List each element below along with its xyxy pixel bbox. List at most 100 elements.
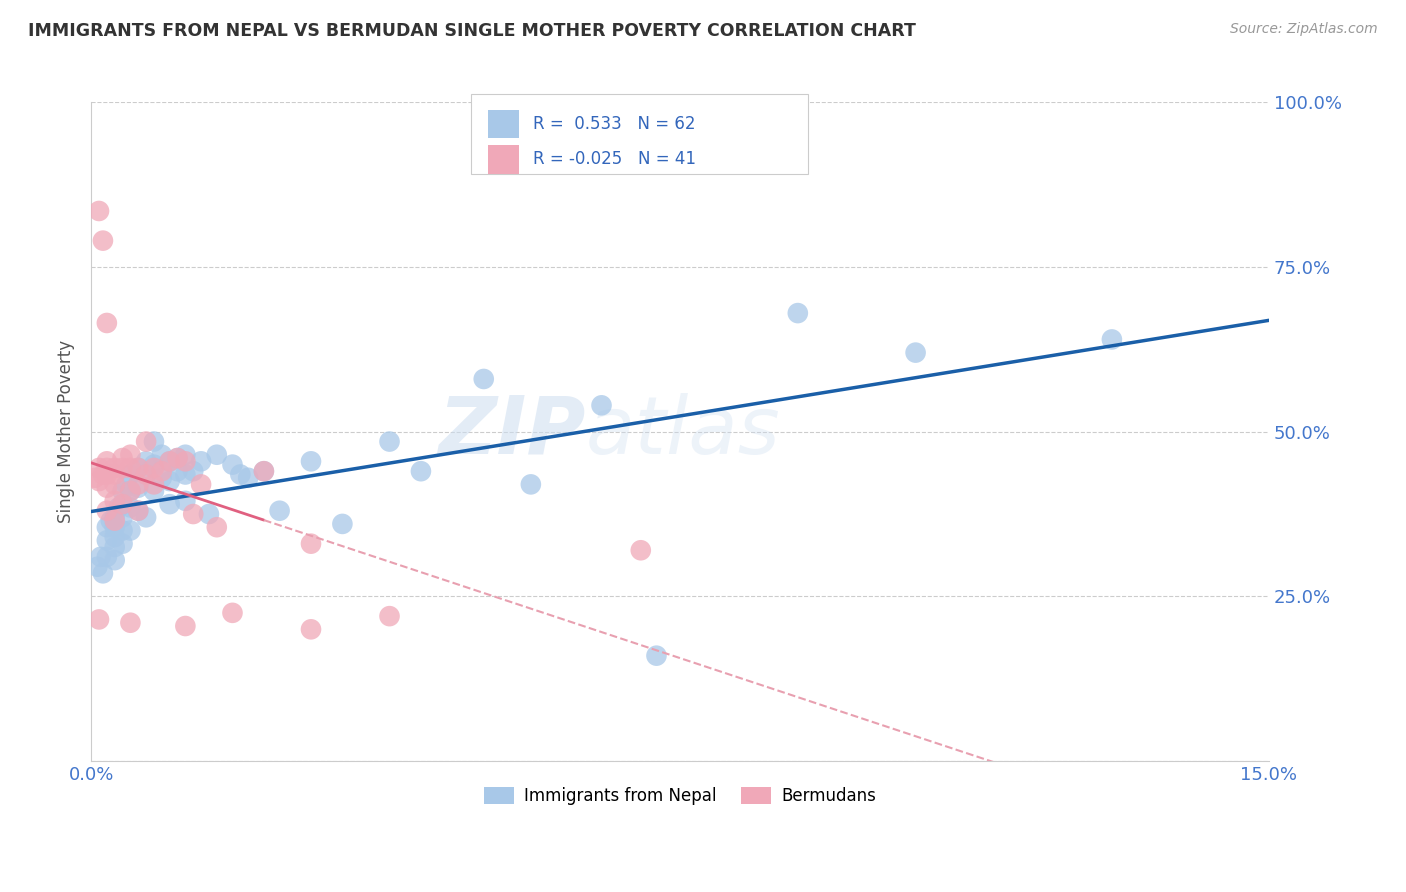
Point <box>127 461 149 475</box>
Point <box>150 471 173 485</box>
Point <box>111 524 134 538</box>
Point <box>205 520 228 534</box>
Point <box>253 464 276 478</box>
Point <box>96 504 118 518</box>
Point <box>127 504 149 518</box>
Point <box>166 450 188 465</box>
Point <box>143 483 166 498</box>
Point <box>120 483 142 498</box>
Point <box>104 514 127 528</box>
Text: R =  0.533   N = 62: R = 0.533 N = 62 <box>533 115 696 133</box>
Legend: Immigrants from Nepal, Bermudans: Immigrants from Nepal, Bermudans <box>477 780 883 812</box>
Point <box>120 500 142 515</box>
Point <box>174 454 197 468</box>
Point <box>104 510 127 524</box>
Point <box>104 540 127 554</box>
Text: atlas: atlas <box>586 392 780 471</box>
Point <box>135 510 157 524</box>
Point <box>84 471 107 485</box>
Point <box>159 474 181 488</box>
Point <box>87 474 110 488</box>
Point <box>378 609 401 624</box>
Point <box>96 316 118 330</box>
Text: ZIP: ZIP <box>439 392 586 471</box>
Point <box>143 461 166 475</box>
Point <box>378 434 401 449</box>
Point <box>96 461 118 475</box>
Point <box>190 454 212 468</box>
Point <box>143 477 166 491</box>
Text: R = -0.025   N = 41: R = -0.025 N = 41 <box>533 151 696 169</box>
Point <box>174 448 197 462</box>
Point <box>107 500 129 515</box>
Point <box>104 467 127 482</box>
Point <box>96 481 118 495</box>
Point <box>269 504 291 518</box>
Point <box>520 477 543 491</box>
Point <box>96 454 118 468</box>
Point <box>104 461 127 475</box>
Point <box>104 477 127 491</box>
Point <box>238 471 260 485</box>
Point <box>174 467 197 482</box>
Point <box>120 467 142 482</box>
Point <box>104 553 127 567</box>
Point <box>181 507 204 521</box>
Point <box>166 450 188 465</box>
Point <box>472 372 495 386</box>
Point <box>96 549 118 564</box>
Point <box>91 234 114 248</box>
Point <box>111 537 134 551</box>
Point <box>409 464 432 478</box>
Point <box>100 514 122 528</box>
Point <box>120 524 142 538</box>
Point <box>91 566 114 581</box>
Point <box>127 477 149 491</box>
Point <box>143 434 166 449</box>
Point <box>181 464 204 478</box>
Point <box>127 481 149 495</box>
Point <box>111 483 134 498</box>
Point <box>229 467 252 482</box>
Point <box>198 507 221 521</box>
Point <box>86 559 108 574</box>
Text: Source: ZipAtlas.com: Source: ZipAtlas.com <box>1230 22 1378 37</box>
Point <box>190 477 212 491</box>
Point <box>221 458 243 472</box>
Point <box>786 306 808 320</box>
Point <box>135 434 157 449</box>
Point <box>150 448 173 462</box>
Point <box>174 619 197 633</box>
Point <box>591 398 613 412</box>
Point <box>253 464 276 478</box>
Point <box>120 615 142 630</box>
Point <box>221 606 243 620</box>
Point <box>111 510 134 524</box>
Point <box>299 623 322 637</box>
Point <box>96 520 118 534</box>
Point <box>150 464 173 478</box>
Point <box>104 493 127 508</box>
Point <box>159 454 181 468</box>
Point <box>96 467 118 482</box>
Point <box>111 450 134 465</box>
Point <box>645 648 668 663</box>
Point <box>205 448 228 462</box>
Point <box>91 467 114 482</box>
Point <box>90 549 112 564</box>
Y-axis label: Single Mother Poverty: Single Mother Poverty <box>58 340 75 524</box>
Point <box>120 461 142 475</box>
Point <box>127 504 149 518</box>
Point <box>135 467 157 482</box>
Point <box>104 530 127 544</box>
Point <box>159 497 181 511</box>
Point <box>299 537 322 551</box>
Point <box>166 464 188 478</box>
Point <box>299 454 322 468</box>
Point <box>87 612 110 626</box>
Point <box>332 516 354 531</box>
Point <box>115 477 138 491</box>
Point <box>120 483 142 498</box>
Point <box>630 543 652 558</box>
Point <box>120 448 142 462</box>
